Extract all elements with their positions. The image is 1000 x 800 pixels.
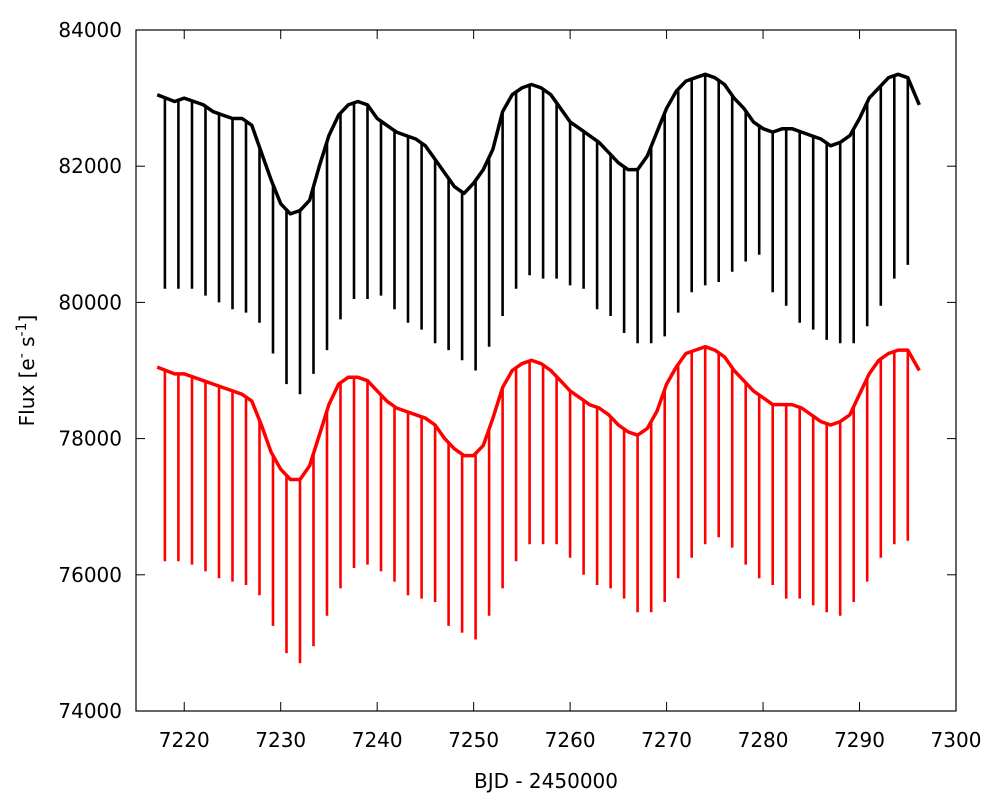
x-tick-label: 7260	[545, 728, 596, 752]
y-tick-label: 78000	[58, 427, 122, 451]
y-axis-title-end: ]	[15, 315, 39, 323]
plot-frame	[135, 29, 957, 712]
y-tick-label: 82000	[58, 154, 122, 178]
axis-tick-labels: 7220 7230 7240 7250 7260 7270 7280 7290 7300 7400…	[58, 18, 981, 752]
y-axis-title-sup2: -1	[14, 322, 30, 336]
y-tick-label: 76000	[58, 563, 122, 587]
y-axis-title-sup1: -	[14, 353, 30, 358]
y-axis-title-mid: s	[15, 336, 39, 353]
y-tick-label: 80000	[58, 290, 122, 314]
y-axis-title-base: Flux [e	[15, 358, 39, 426]
series-1-curve	[156, 344, 921, 482]
x-tick-label: 7220	[159, 728, 210, 752]
x-tick-label: 7300	[931, 728, 982, 752]
x-tick-label: 7270	[641, 728, 692, 752]
x-tick-label: 7240	[352, 728, 403, 752]
x-tick-label: 7230	[255, 728, 306, 752]
series-1	[156, 344, 921, 664]
axis-ticks	[136, 29, 957, 712]
series-layer	[156, 72, 921, 664]
x-tick-label: 7250	[448, 728, 499, 752]
series-0-curve	[156, 72, 921, 216]
series-0	[156, 72, 921, 395]
x-axis-title: BJD - 2450000	[474, 769, 618, 793]
y-tick-label: 74000	[58, 699, 122, 723]
y-tick-label: 84000	[58, 18, 122, 42]
x-tick-label: 7290	[834, 728, 885, 752]
x-tick-label: 7280	[738, 728, 789, 752]
y-axis-title: Flux [e- s-1]	[14, 315, 39, 427]
